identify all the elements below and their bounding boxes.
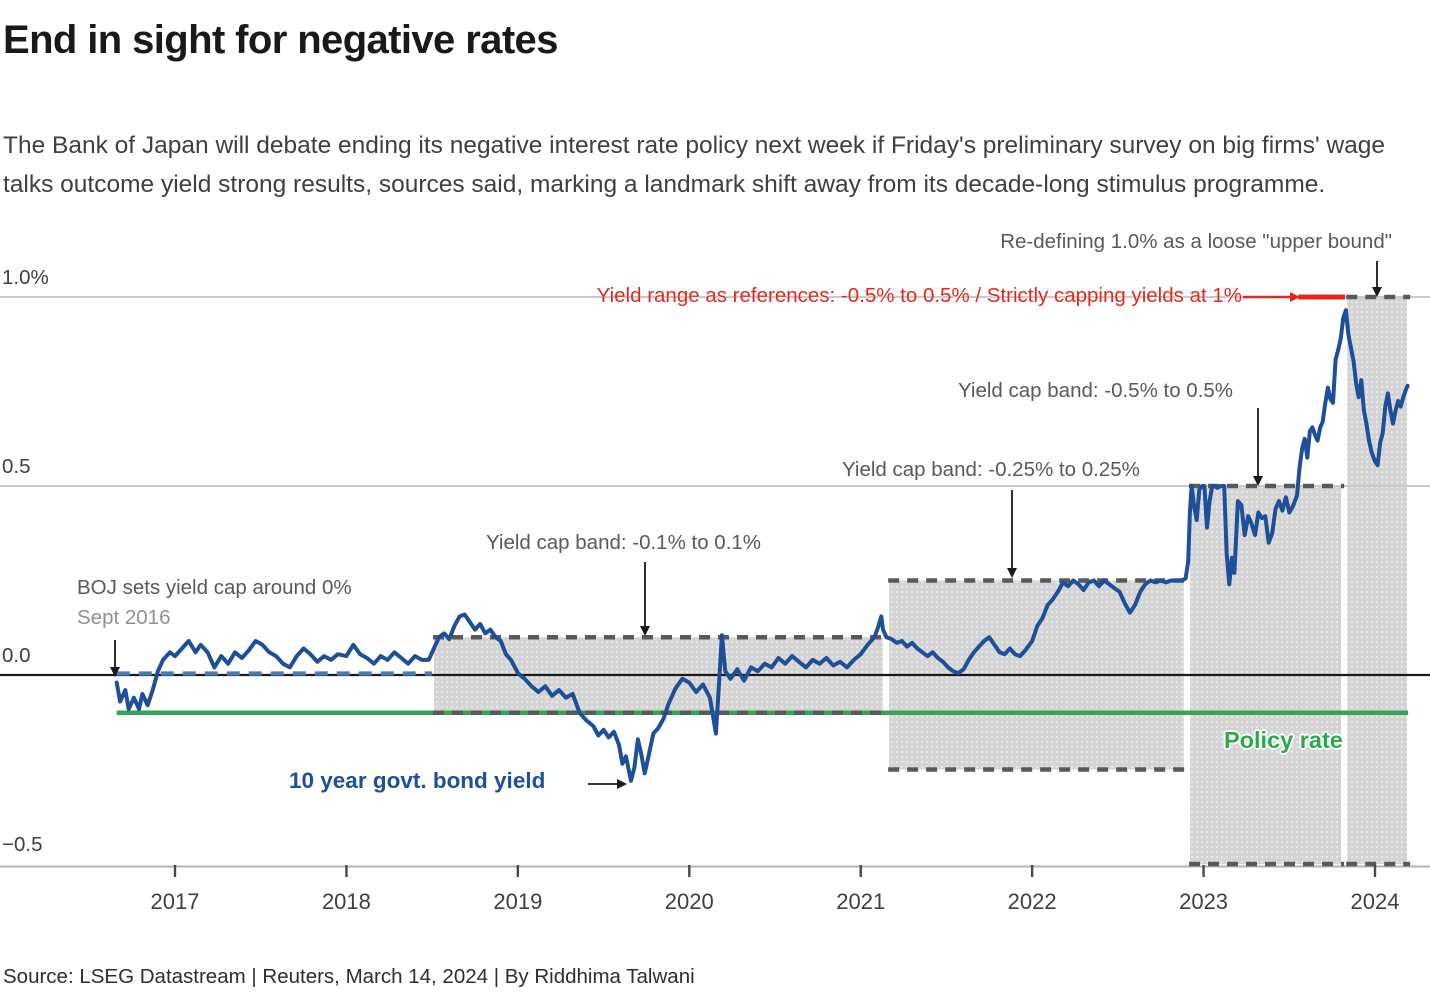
x-tick-label: 2017	[150, 889, 200, 914]
annotation-bond-yield-label: 10 year govt. bond yield	[289, 768, 546, 793]
annotation-policy-rate-label: Policy rate	[1224, 727, 1343, 753]
arrow-cap-band-01-head	[640, 626, 650, 636]
arrow-bond-label-head	[617, 779, 627, 789]
arrow-upper-bound-head	[1372, 287, 1382, 297]
x-tick-label: 2022	[1007, 889, 1057, 914]
arrow-boj-head	[110, 667, 120, 677]
bond-yield-line	[114, 308, 1410, 783]
annotation-boj-line1: BOJ sets yield cap around 0%	[77, 576, 352, 599]
y-tick-label: 0.5	[2, 455, 31, 478]
x-tick-label: 2021	[836, 889, 886, 914]
x-tick-label: 2020	[664, 889, 714, 914]
arrow-cap-band-05-head	[1253, 476, 1263, 486]
annotation-boj-date: Sept 2016	[77, 606, 171, 629]
annotation-upper-bound: Re-defining 1.0% as a loose "upper bound…	[1000, 230, 1392, 253]
x-tick-label: 2019	[493, 889, 543, 914]
x-tick-label: 2024	[1350, 889, 1400, 914]
page-title: End in sight for negative rates	[3, 18, 558, 62]
y-tick-label: 0.0	[2, 644, 31, 667]
annotation-cap-band-01: Yield cap band: -0.1% to 0.1%	[486, 531, 762, 554]
annotation-cap-band-025: Yield cap band: -0.25% to 0.25%	[842, 458, 1140, 481]
annotation-cap-band-05: Yield cap band: -0.5% to 0.5%	[958, 379, 1234, 402]
x-tick-label: 2023	[1179, 889, 1229, 914]
arrow-yield-range-head	[1290, 292, 1300, 302]
x-tick-label: 2018	[321, 889, 371, 914]
arrow-cap-band-025-head	[1007, 568, 1017, 578]
y-tick-label: 1.0%	[2, 266, 49, 289]
y-tick-label: −0.5	[2, 833, 43, 856]
source-line: Source: LSEG Datastream | Reuters, March…	[3, 965, 695, 988]
annotation-boj-caption: BOJ sets yield cap around 0% Sept 2016	[77, 573, 352, 633]
annotation-yield-range: Yield range as references: -0.5% to 0.5%…	[596, 284, 1242, 307]
page-subtitle: The Bank of Japan will debate ending its…	[3, 131, 1386, 198]
